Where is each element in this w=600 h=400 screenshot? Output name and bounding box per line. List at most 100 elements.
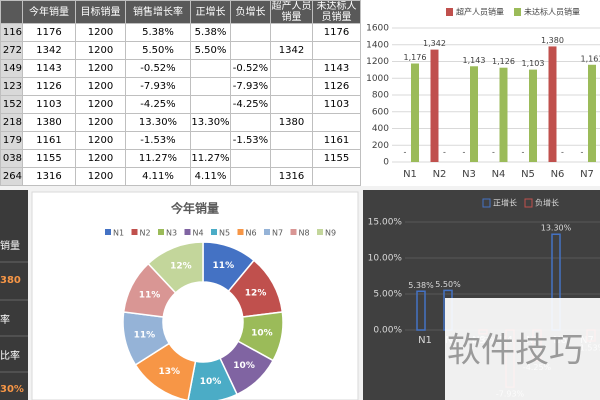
legend-swatch <box>290 229 297 235</box>
watermark-bg <box>445 298 600 400</box>
table-cell <box>270 59 313 78</box>
header-cell: 今年销量 <box>22 0 76 24</box>
value-label: 1,126 <box>492 57 515 66</box>
table-cell <box>270 95 313 114</box>
table-cell: 1161 <box>312 131 361 150</box>
header-cell <box>0 0 23 24</box>
table-cell: 13.30% <box>190 113 231 132</box>
table-cell: 179 <box>0 131 23 150</box>
table-cell: 116 <box>0 23 23 42</box>
value-label: - <box>522 148 525 157</box>
y-tick-label: 0.00% <box>373 326 402 336</box>
table-cell: 218 <box>0 113 23 132</box>
legend-label: N2 <box>140 229 151 238</box>
legend-label: N1 <box>113 229 124 238</box>
legend-label: N3 <box>166 229 177 238</box>
table-cell <box>230 149 271 168</box>
bar <box>430 49 439 162</box>
header-cell: 正增长 <box>190 0 231 24</box>
table-cell: 1161 <box>22 131 76 150</box>
table-row: 152 1103 1200 -4.25% -4.25% 1103 <box>0 95 361 114</box>
table-cell: 1103 <box>22 95 76 114</box>
value-label: 1,380 <box>541 36 564 45</box>
value-label: 12% <box>170 262 192 272</box>
sidebar-item: 率 <box>0 315 10 326</box>
value-label: - <box>404 148 407 157</box>
legend-swatch <box>317 229 323 235</box>
sidebar-bg <box>0 190 28 400</box>
table-cell <box>230 23 271 42</box>
x-tick-label: N7 <box>580 169 594 180</box>
y-tick-label: 15.00% <box>368 218 403 228</box>
table-cell: -7.93% <box>125 77 191 96</box>
table-cell <box>312 41 361 60</box>
value-label: 11% <box>134 331 156 341</box>
table-cell: 1200 <box>75 59 126 78</box>
table-cell: 1200 <box>75 167 126 186</box>
value-label: 10% <box>200 377 222 387</box>
y-tick-label: 400 <box>372 124 389 134</box>
bar <box>470 66 478 162</box>
bar <box>499 67 508 162</box>
table-cell: -1.53% <box>230 131 271 150</box>
x-tick-label: N2 <box>433 169 447 180</box>
table-row: 272 1342 1200 5.50% 5.50% 1342 <box>0 41 361 60</box>
table-cell: 13.30% <box>125 113 191 132</box>
legend-label: 超产人员销量 <box>456 7 504 17</box>
header-cell: 负增长 <box>230 0 271 24</box>
table-cell <box>190 131 231 150</box>
table-cell: 1143 <box>312 59 361 78</box>
header-cell: 目标销量 <box>75 0 126 24</box>
table-cell <box>270 77 313 96</box>
y-tick-label: 1200 <box>366 57 389 67</box>
value-label: 5.38% <box>408 281 434 290</box>
legend-label: 负增长 <box>535 198 559 208</box>
table-row: 218 1380 1200 13.30% 13.30% 1380 <box>0 113 361 132</box>
value-label: 12% <box>245 289 267 299</box>
table-cell: 1200 <box>75 23 126 42</box>
header-cell: 销售增长率 <box>125 0 191 24</box>
table-cell: 5.38% <box>190 23 231 42</box>
value-label: 13.30% <box>541 224 572 233</box>
table-cell: 1342 <box>22 41 76 60</box>
legend-swatch <box>184 229 191 235</box>
legend-label: 未达标人员销量 <box>524 7 580 17</box>
value-label: 1,143 <box>463 56 486 65</box>
table-cell: 1155 <box>312 149 361 168</box>
x-tick-label: N1 <box>418 335 432 346</box>
header-row: 今年销量 目标销量 销售增长率 正增长 负增长 超产人员销量 未达标人员销量 <box>0 0 361 24</box>
table-cell: 1200 <box>75 113 126 132</box>
table-cell <box>230 167 271 186</box>
table-cell: 1176 <box>312 23 361 42</box>
table-cell: 149 <box>0 59 23 78</box>
legend-swatch <box>482 198 491 208</box>
table-cell: 11.27% <box>190 149 231 168</box>
table-cell <box>190 59 231 78</box>
data-table: 今年销量 目标销量 销售增长率 正增长 负增长 超产人员销量 未达标人员销量 116 1176… <box>0 0 361 186</box>
table-cell: 5.38% <box>125 23 191 42</box>
value-label: 1,176 <box>404 53 427 62</box>
table-cell <box>230 113 271 132</box>
legend-swatch <box>446 8 453 16</box>
table-row: 123 1126 1200 -7.93% -7.93% 1126 <box>0 77 361 96</box>
table-cell: 4.11% <box>125 167 191 186</box>
table-cell: 1380 <box>270 113 313 132</box>
legend-swatch <box>524 198 533 208</box>
table-cell: 4.11% <box>190 167 231 186</box>
table-cell: -0.52% <box>125 59 191 78</box>
table-cell: 1342 <box>270 41 313 60</box>
table-cell: 1143 <box>22 59 76 78</box>
table-cell: -1.53% <box>125 131 191 150</box>
legend-label: 正增长 <box>493 198 517 208</box>
header-cell: 超产人员销量 <box>270 0 313 24</box>
table-cell: 5.50% <box>190 41 231 60</box>
value-label: - <box>443 148 446 157</box>
table-cell: 1126 <box>312 77 361 96</box>
legend-swatch <box>264 229 270 235</box>
table-cell: -4.25% <box>230 95 271 114</box>
table-cell: 1126 <box>22 77 76 96</box>
sidebar-item: 380 <box>0 275 21 286</box>
bar <box>529 69 537 162</box>
